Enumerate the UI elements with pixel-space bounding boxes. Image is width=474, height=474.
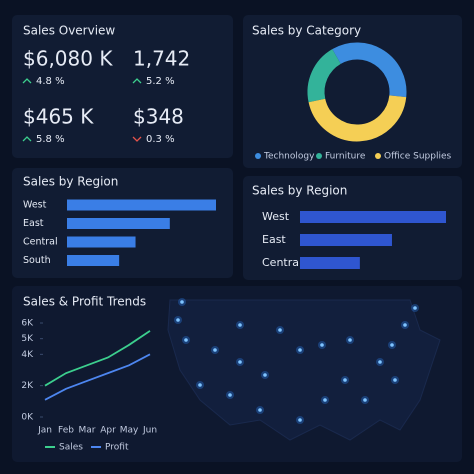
map-dot (413, 306, 417, 310)
map-dot (228, 393, 232, 397)
map-dot (320, 343, 324, 347)
map-dot (176, 318, 180, 322)
x-tick-label: May (120, 426, 139, 436)
legend-label: Profit (105, 443, 129, 453)
map-dot (298, 418, 302, 422)
kpi-change: 4.8 % (36, 76, 65, 87)
kpi-value: 1,742 (133, 47, 190, 71)
map-dot (238, 360, 242, 364)
donut-segment (308, 94, 407, 142)
panel-title: Sales by Region (252, 184, 347, 198)
map-dot (343, 378, 347, 382)
x-tick-label: Apr (100, 426, 116, 436)
legend-dot (375, 153, 381, 159)
line (44, 353, 151, 401)
map-shape (167, 299, 441, 441)
map-dot (348, 338, 352, 342)
bar-label: East (23, 218, 44, 229)
map-dots (174, 298, 419, 424)
kpi-arrow (132, 136, 142, 142)
map (167, 299, 441, 441)
y-tick-label: 4K (21, 350, 34, 360)
kpi-value: $348 (133, 105, 184, 129)
panel (243, 176, 462, 280)
bar-label: East (262, 233, 286, 246)
map-dot (393, 378, 397, 382)
bar (67, 218, 170, 229)
map-dot (278, 328, 282, 332)
bar-label: South (23, 255, 51, 266)
panel-title: Sales Overview (23, 24, 115, 38)
map-dot (184, 338, 188, 342)
map-dot (258, 408, 262, 412)
kpi-arrow (22, 136, 32, 142)
legend-dot (316, 153, 322, 159)
map-dot (238, 323, 242, 327)
x-tick-label: Mar (79, 426, 96, 436)
bar-label: West (23, 200, 47, 211)
legend-label: Technology (263, 152, 315, 162)
kpi-change: 0.3 % (146, 134, 175, 145)
x-tick-label: Jun (142, 426, 157, 436)
y-tick-label: 6K (21, 319, 34, 329)
donut-segment (307, 49, 342, 103)
kpi-arrow (22, 78, 32, 84)
kpi-change: 5.2 % (146, 76, 175, 87)
map-dot (298, 348, 302, 352)
map-dot (180, 300, 184, 304)
panel-title: Sales by Category (252, 24, 361, 38)
x-tick-label: Jan (37, 426, 52, 436)
panel-title: Sales by Region (23, 175, 118, 189)
map-dot (323, 398, 327, 402)
map-dot (363, 398, 367, 402)
donut-segment (332, 42, 407, 98)
line (44, 330, 151, 387)
kpi-value: $465 K (23, 105, 94, 129)
bar (67, 255, 120, 266)
map-dot (213, 348, 217, 352)
bar (300, 211, 446, 223)
bar (67, 236, 136, 248)
legend-label: Sales (59, 443, 83, 453)
panel (12, 15, 233, 158)
bar-label: Central (23, 237, 58, 248)
map-dot (198, 383, 202, 387)
legend-dot (255, 153, 261, 159)
y-tick-label: 0K (21, 413, 34, 423)
bar-label: Central (262, 256, 302, 269)
y-tick-label: 5K (21, 334, 34, 344)
map-dot (263, 373, 267, 377)
kpi-value: $6,080 K (23, 47, 113, 71)
bar (300, 234, 392, 246)
bar (67, 199, 216, 211)
map-dot (378, 360, 382, 364)
panel (243, 15, 462, 168)
bar-label: West (262, 210, 290, 223)
y-tick-label: 2K (21, 381, 34, 391)
legend-label: Furniture (325, 152, 366, 162)
bar (300, 257, 360, 269)
legend-label: Office Supplies (384, 152, 452, 162)
map-dot (390, 343, 394, 347)
kpi-change: 5.8 % (36, 134, 65, 145)
x-tick-label: Feb (58, 426, 74, 436)
panel-title: Sales & Profit Trends (23, 295, 146, 309)
map-dot (403, 323, 407, 327)
kpi-arrow (132, 78, 142, 84)
